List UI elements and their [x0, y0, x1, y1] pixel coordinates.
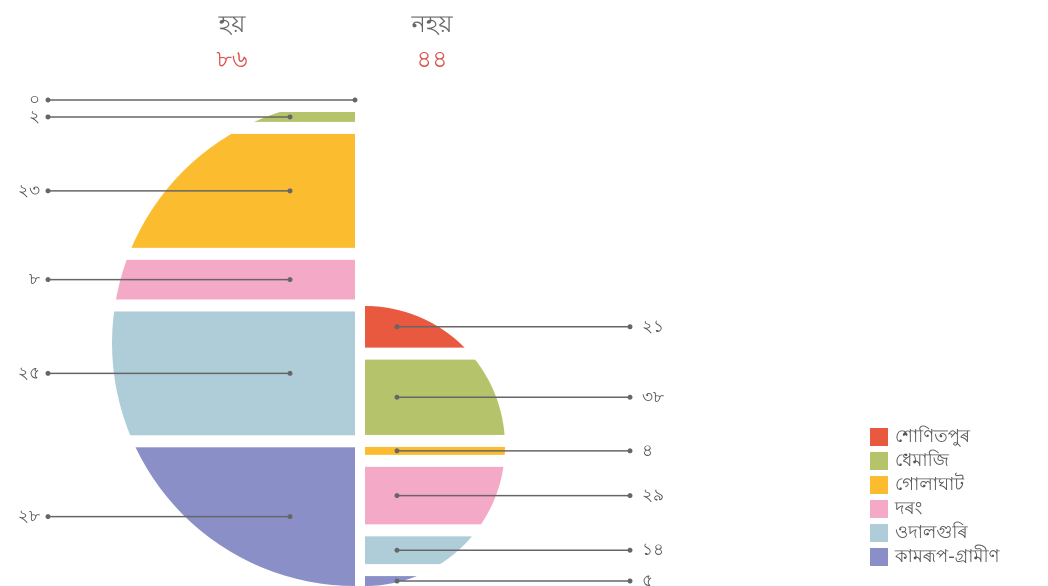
legend-label: দৰং [894, 498, 923, 519]
legend-swatch [870, 548, 888, 566]
leader-dot [627, 394, 633, 400]
leader-dot [394, 394, 400, 400]
leader-dot [627, 493, 633, 499]
half [365, 306, 505, 586]
leader-dot [287, 114, 293, 120]
legend-label: ধেমাজি [895, 450, 950, 471]
legend-label: কামৰূপ-গ্ৰামীণ [894, 545, 1001, 567]
value-label: ৩৮ [642, 387, 664, 407]
leader-dot [394, 493, 400, 499]
value-label: ৫ [642, 571, 653, 586]
group-total: ৮৬ [216, 45, 247, 73]
legend-label: গোলাঘাট [895, 473, 965, 495]
legend-label: ওদালগুৰি [895, 522, 968, 543]
value-label: ৪ [642, 441, 653, 461]
value-label: ২৩ [18, 181, 40, 201]
leader-dot [45, 277, 51, 283]
leader-dot [287, 514, 293, 520]
legend-swatch [870, 428, 888, 446]
group-total: ৪৪ [416, 45, 447, 73]
leader-dot [394, 547, 400, 553]
value-label: ২৯ [642, 486, 664, 506]
leader-dot [45, 97, 51, 103]
value-label: ৮ [29, 270, 40, 290]
leader-dot [627, 324, 633, 330]
half [112, 112, 355, 586]
legend-swatch [870, 500, 888, 518]
group-label: হয় [218, 10, 247, 38]
group-label: নহয় [410, 10, 453, 38]
value-label: ২ [29, 107, 40, 127]
leader-dot [627, 578, 633, 584]
value-label: ১৪ [642, 540, 664, 560]
leader-dot [287, 188, 293, 194]
legend-swatch [870, 476, 888, 494]
leader-dot [45, 514, 51, 520]
leader-dot [45, 370, 51, 376]
leader-dot [394, 448, 400, 454]
value-label: ২৫ [18, 363, 40, 383]
legend-swatch [870, 524, 888, 542]
leader-dot [627, 547, 633, 553]
leader-dot [287, 370, 293, 376]
leader-dot [394, 578, 400, 584]
value-label: ০ [29, 90, 40, 110]
legend-label: শোণিতপুৰ [895, 426, 971, 447]
value-label: ২১ [642, 317, 664, 337]
leader-dot [45, 188, 51, 194]
leader-dot [45, 114, 51, 120]
value-label: ২৮ [18, 507, 40, 527]
leader-dot [627, 448, 633, 454]
leader-dot [394, 324, 400, 330]
legend-swatch [870, 452, 888, 470]
leader-dot [287, 277, 293, 283]
leader-dot [352, 97, 358, 103]
